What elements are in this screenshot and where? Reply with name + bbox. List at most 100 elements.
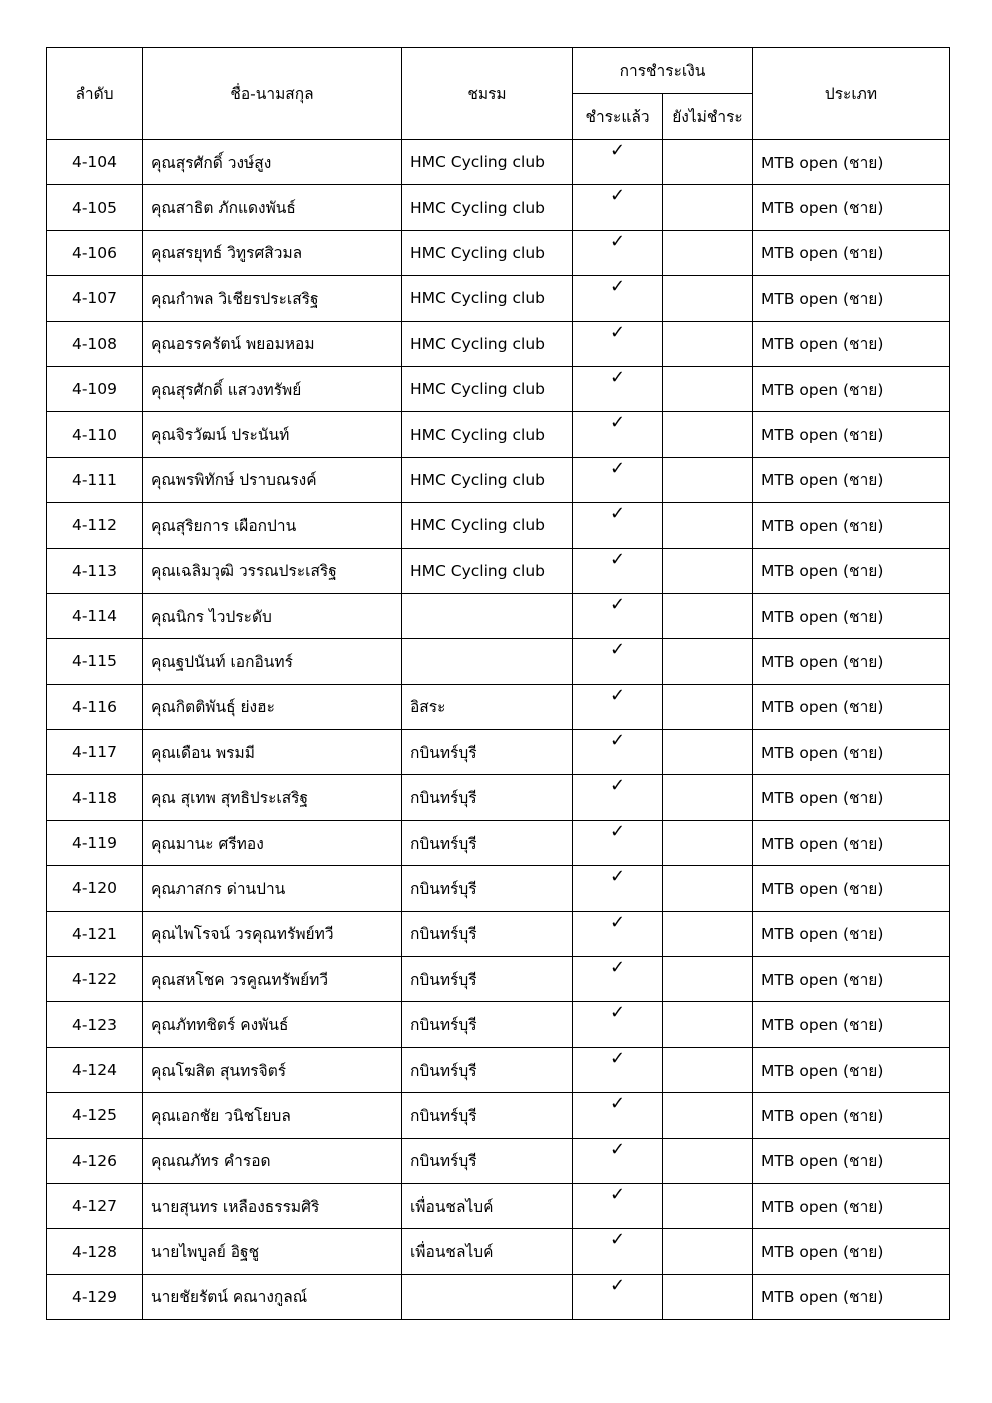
table-row: 4-107 คุณกำพล วิเชียรประเสริฐ HMC Cycling … xyxy=(46,275,950,322)
row-number: 4-114 xyxy=(46,592,143,640)
club-name: HMC Cycling club xyxy=(401,365,573,413)
check-icon: ✓ xyxy=(609,276,626,298)
club-name: HMC Cycling club xyxy=(401,229,573,277)
table-row: 4-111 คุณพรพิทักษ์ ปราบณรงค์ HMC Cycling c… xyxy=(46,456,950,504)
club-name: HMC Cycling club xyxy=(401,411,573,458)
check-icon: ✓ xyxy=(609,1183,626,1205)
check-icon: ✓ xyxy=(609,1229,626,1251)
table-row: 4-123 คุณภัททชิตร์ คงพันธ์ กบินทร์บุรี ✓ MTB… xyxy=(46,1001,950,1048)
table-row: 4-124 คุณโฆสิต สุนทรจิตร์ กบินทร์บุรี ✓ MTB … xyxy=(46,1046,950,1094)
row-number: 4-112 xyxy=(46,502,143,549)
participant-name: คุณกำพล วิเชียรประเสริฐ xyxy=(142,275,402,322)
participant-name: คุณสุรศักดิ์ แสวงทรัพย์ xyxy=(142,365,402,413)
header-unpaid: ยังไม่ชำระ xyxy=(662,93,753,140)
participant-name: คุณสหโชค วรคูณทรัพย์ทวี xyxy=(142,956,402,1003)
unpaid-cell xyxy=(662,1092,753,1139)
unpaid-cell xyxy=(662,819,753,867)
row-number: 4-122 xyxy=(46,956,143,1003)
header-paid: ชำระแล้ว xyxy=(572,93,663,140)
club-name: กบินทร์บุรี xyxy=(401,819,573,867)
check-icon: ✓ xyxy=(609,1093,626,1115)
participant-name: คุณ สุเทพ สุทธิประเสริฐ xyxy=(142,774,402,821)
table-row: 4-126 คุณณภัทร คำรอด กบินทร์บุรี ✓ MTB open … xyxy=(46,1137,950,1184)
table-row: 4-121 คุณไพโรจน์ วรคุณทรัพย์ทวี กบินทร์บุร… xyxy=(46,910,950,958)
row-number: 4-127 xyxy=(46,1182,143,1230)
check-icon: ✓ xyxy=(609,911,626,933)
category: MTB open (ชาย) xyxy=(752,547,950,594)
row-number: 4-124 xyxy=(46,1046,143,1094)
unpaid-cell xyxy=(662,502,753,549)
unpaid-cell xyxy=(662,320,753,367)
check-icon: ✓ xyxy=(609,185,626,207)
paid-cell: ✓ xyxy=(572,275,663,322)
check-icon: ✓ xyxy=(609,548,626,570)
category: MTB open (ชาย) xyxy=(752,365,950,413)
category: MTB open (ชาย) xyxy=(752,184,950,231)
club-name xyxy=(401,592,573,640)
paid-cell: ✓ xyxy=(572,456,663,504)
row-number: 4-118 xyxy=(46,774,143,821)
club-name: เพื่อนชลไบค์ xyxy=(401,1228,573,1275)
participant-name: นายไพบูลย์ อิฐชู xyxy=(142,1228,402,1275)
paid-cell: ✓ xyxy=(572,1092,663,1139)
unpaid-cell xyxy=(662,1228,753,1275)
row-number: 4-110 xyxy=(46,411,143,458)
participant-name: คุณฐปนันท์ เอกอินทร์ xyxy=(142,638,402,685)
category: MTB open (ชาย) xyxy=(752,456,950,504)
participant-name: คุณไพโรจน์ วรคุณทรัพย์ทวี xyxy=(142,910,402,958)
check-icon: ✓ xyxy=(609,1274,626,1296)
check-icon: ✓ xyxy=(609,730,626,752)
check-icon: ✓ xyxy=(609,866,626,888)
unpaid-cell xyxy=(662,683,753,731)
check-icon: ✓ xyxy=(609,321,626,343)
club-name: HMC Cycling club xyxy=(401,320,573,367)
participant-name: คุณมานะ ศรีทอง xyxy=(142,819,402,867)
unpaid-cell xyxy=(662,910,753,958)
category: MTB open (ชาย) xyxy=(752,275,950,322)
paid-cell: ✓ xyxy=(572,956,663,1003)
row-number: 4-123 xyxy=(46,1001,143,1048)
category: MTB open (ชาย) xyxy=(752,910,950,958)
row-number: 4-113 xyxy=(46,547,143,594)
club-name: HMC Cycling club xyxy=(401,138,573,186)
check-icon: ✓ xyxy=(609,1047,626,1069)
table-row: 4-104 คุณสุรศักดิ์ วงษ์สูง HMC Cycling clu… xyxy=(46,138,950,186)
category: MTB open (ชาย) xyxy=(752,1182,950,1230)
category: MTB open (ชาย) xyxy=(752,956,950,1003)
club-name: กบินทร์บุรี xyxy=(401,956,573,1003)
paid-cell: ✓ xyxy=(572,365,663,413)
participant-name: คุณเอกชัย วนิชโยบล xyxy=(142,1092,402,1139)
row-number: 4-115 xyxy=(46,638,143,685)
registration-table: ลำดับ ชื่อ-นามสกุล ชมรม การชำระเงิน ประเ… xyxy=(46,47,950,1321)
participant-name: นายสุนทร เหลืองธรรมศิริ xyxy=(142,1182,402,1230)
row-number: 4-121 xyxy=(46,910,143,958)
table-body: 4-104 คุณสุรศักดิ์ วงษ์สูง HMC Cycling clu… xyxy=(46,138,950,1321)
category: MTB open (ชาย) xyxy=(752,1046,950,1094)
participant-name: คุณสุรศักดิ์ วงษ์สูง xyxy=(142,138,402,186)
row-number: 4-104 xyxy=(46,138,143,186)
check-icon: ✓ xyxy=(609,957,626,979)
category: MTB open (ชาย) xyxy=(752,1001,950,1048)
paid-cell: ✓ xyxy=(572,592,663,640)
table-row: 4-105 คุณสาธิต ภักแดงพันธ์ HMC Cycling clu… xyxy=(46,184,950,231)
paid-cell: ✓ xyxy=(572,1273,663,1321)
check-icon: ✓ xyxy=(609,639,626,661)
row-number: 4-109 xyxy=(46,365,143,413)
header-order: ลำดับ xyxy=(46,47,143,140)
category: MTB open (ชาย) xyxy=(752,729,950,776)
check-icon: ✓ xyxy=(609,1002,626,1024)
participant-name: คุณภาสกร ด่านปาน xyxy=(142,865,402,912)
paid-cell: ✓ xyxy=(572,184,663,231)
paid-cell: ✓ xyxy=(572,138,663,186)
paid-cell: ✓ xyxy=(572,819,663,867)
club-name: กบินทร์บุรี xyxy=(401,1001,573,1048)
unpaid-cell xyxy=(662,729,753,776)
category: MTB open (ชาย) xyxy=(752,138,950,186)
club-name: อิสระ xyxy=(401,683,573,731)
paid-cell: ✓ xyxy=(572,502,663,549)
paid-cell: ✓ xyxy=(572,1001,663,1048)
category: MTB open (ชาย) xyxy=(752,683,950,731)
participant-name: คุณเฉลิมวุฒิ วรรณประเสริฐ xyxy=(142,547,402,594)
table-row: 4-128 นายไพบูลย์ อิฐชู เพื่อนชลไบค์ ✓ MTB op… xyxy=(46,1228,950,1275)
table-row: 4-118 คุณ สุเทพ สุทธิประเสริฐ กบินทร์บุรี ✓… xyxy=(46,774,950,821)
